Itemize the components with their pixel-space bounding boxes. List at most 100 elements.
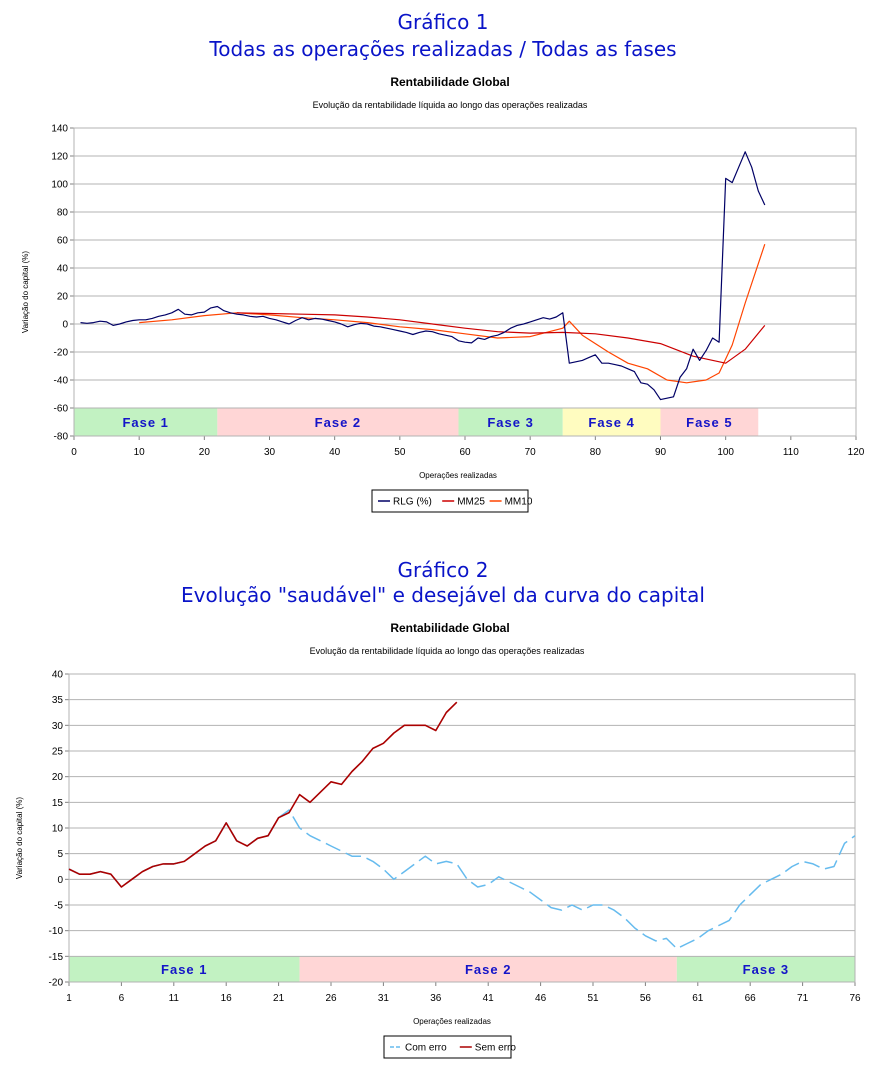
chart2-plot-area: Fase 1 Fase 2 Fase 3 -20 -15 -10 -5 0 5 10 15 20 25 3… [49, 670, 861, 1005]
chart2-x-tick-label: 21 [273, 993, 285, 1004]
chart1-x-tick-label: 0 [71, 447, 77, 458]
chart1-y-tick-label: -60 [54, 404, 69, 415]
chart2-y-tick-label: 15 [52, 798, 64, 809]
chart2-series-com-erro-line [68, 809, 856, 950]
chart1-phase-band-2 [217, 408, 459, 436]
chart2-legend: Com erro Sem erro [383, 1035, 517, 1059]
chart1-heading-line1: Gráfico 1 [397, 10, 489, 34]
chart2-x-tick-label: 56 [640, 993, 652, 1004]
chart1-y-tick-label: 140 [51, 124, 68, 135]
chart2-title: Rentabilidade Global [390, 621, 509, 635]
chart1-legend-label: RLG (%) [393, 497, 432, 508]
chart1-title: Rentabilidade Global [390, 75, 509, 89]
chart1-phase-band-1 [74, 408, 218, 436]
chart1-phase-label-5: Fase 5 [686, 415, 732, 430]
chart1-y-tick-label: -80 [54, 432, 69, 443]
chart2-x-tick-label: 61 [692, 993, 704, 1004]
chart2-x-tick-label: 46 [535, 993, 547, 1004]
chart2-x-tick-label: 11 [169, 993, 180, 1004]
chart2-y-tick-label: 25 [52, 747, 64, 758]
chart1-heading-line2: Todas as operações realizadas / Todas as… [209, 37, 677, 61]
chart1-x-tick-label: 80 [590, 447, 602, 458]
chart2-x-tick-label: 26 [325, 993, 337, 1004]
chart2-x-tick-label: 16 [221, 993, 233, 1004]
chart2-heading-line1: Gráfico 2 [397, 558, 489, 582]
chart2-phase-band-2 [299, 956, 677, 982]
chart1-phase-band-5 [660, 408, 759, 436]
chart1-phase-label-1: Fase 1 [122, 415, 168, 430]
chart2-y-tick-label: 30 [52, 721, 64, 732]
chart1-y-tick-label: 80 [57, 208, 69, 219]
chart1-x-tick-label: 10 [134, 447, 146, 458]
chart2-x-axis-label: Operações realizadas [413, 1017, 491, 1026]
chart1-phase-band-4 [562, 408, 661, 436]
chart2-x-tick-label: 66 [745, 993, 757, 1004]
chart2-heading-line2: Evolução "saudável" e desejável da curva… [181, 583, 705, 607]
chart1-y-tick-label: 100 [51, 180, 68, 191]
chart2-phase-label-3: Fase 3 [743, 962, 789, 977]
chart1-x-tick-label: 110 [783, 447, 799, 458]
chart1-plot-area: Fase 1 Fase 2 Fase 3 Fase 4 Fase 5 -80 -60 -40 -… [51, 124, 864, 459]
chart1-x-tick-label: 70 [525, 447, 537, 458]
chart1-series-mm25-line [236, 312, 766, 364]
chart2-y-tick-label: 10 [52, 824, 64, 835]
chart1-y-tick-label: 60 [57, 236, 69, 247]
chart2-x-tick-label: 6 [119, 993, 125, 1004]
chart1-y-tick-label: 120 [51, 152, 68, 163]
chart2-x-tick-label: 71 [797, 993, 809, 1004]
chart1-series-rlg-line [80, 151, 766, 401]
chart1-y-tick-label: 20 [57, 292, 69, 303]
chart1-subtitle: Evolução da rentabilidade líquida ao lon… [313, 100, 588, 110]
chart2-y-tick-label: -10 [49, 926, 64, 937]
chart2-y-tick-label: -15 [49, 952, 64, 963]
chart1-phase-band-3 [458, 408, 563, 436]
chart1-legend: RLG (%) MM25 MM10 [371, 489, 533, 513]
chart2-x-tick-label: 76 [849, 993, 861, 1004]
chart2-series-sem-erro-line [68, 701, 458, 888]
chart1-y-axis-label: Variação do capital (%) [21, 251, 30, 333]
chart2-phase-label-1: Fase 1 [161, 962, 207, 977]
chart1-x-tick-label: 30 [264, 447, 276, 458]
chart1-x-tick-label: 100 [717, 447, 734, 458]
chart1-plot-frame [73, 127, 857, 437]
chart2-y-tick-label: 5 [57, 849, 63, 860]
chart1-y-tick-label: -40 [54, 376, 69, 387]
chart2-y-tick-label: -20 [49, 978, 64, 989]
chart1-phase-label-4: Fase 4 [588, 415, 634, 430]
chart2-phase-label-2: Fase 2 [465, 962, 511, 977]
chart1-x-tick-label: 20 [199, 447, 211, 458]
chart2-phase-band-3 [676, 956, 855, 982]
chart1-phase-label-2: Fase 2 [315, 415, 361, 430]
chart1-x-tick-label: 40 [329, 447, 341, 458]
chart1-x-tick-label: 120 [848, 447, 865, 458]
chart2-legend-box [383, 1035, 512, 1059]
chart1-y-tick-label: -20 [54, 348, 69, 359]
chart1-legend-label: MM10 [505, 497, 533, 508]
chart2-plot-frame [68, 673, 856, 983]
chart1-phase-label-3: Fase 3 [487, 415, 533, 430]
chart2-y-tick-label: 20 [52, 772, 64, 783]
chart2-subtitle: Evolução da rentabilidade líquida ao lon… [310, 646, 585, 656]
chart2-x-tick-label: 36 [430, 993, 442, 1004]
chart2-x-tick-label: 31 [378, 993, 390, 1004]
chart1-y-tick-label: 0 [62, 320, 68, 331]
chart2-phase-band-1 [69, 956, 300, 982]
chart1-x-tick-label: 90 [655, 447, 667, 458]
chart2-y-tick-label: 35 [52, 695, 64, 706]
chart2-y-tick-label: -5 [54, 901, 63, 912]
chart2-x-tick-label: 51 [587, 993, 599, 1004]
chart2-y-tick-label: 40 [52, 670, 64, 681]
chart1-legend-label: MM25 [457, 497, 485, 508]
chart2-x-tick-label: 41 [483, 993, 495, 1004]
chart2-y-axis-label: Variação do capital (%) [15, 797, 24, 879]
chart1-x-axis-label: Operações realizadas [419, 471, 497, 480]
chart2-legend-label: Com erro [405, 1043, 447, 1054]
chart2-legend-label: Sem erro [475, 1043, 517, 1054]
chart1-x-tick-label: 50 [394, 447, 406, 458]
chart2-y-tick-label: 0 [57, 875, 63, 886]
chart1-x-tick-label: 60 [459, 447, 471, 458]
chart1: Rentabilidade Global Evolução da rentabi… [21, 75, 865, 513]
chart2-x-tick-label: 1 [66, 993, 72, 1004]
chart1-y-tick-label: 40 [57, 264, 69, 275]
